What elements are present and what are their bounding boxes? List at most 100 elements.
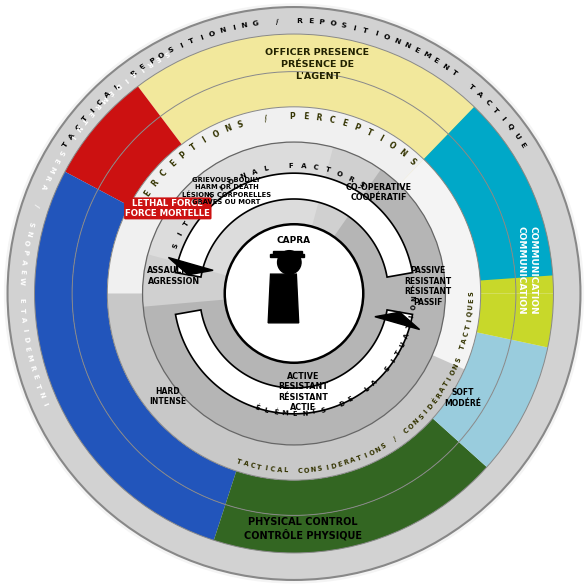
Text: PASSIVE
RESISTANT
RÉSISTANT
PASSIF: PASSIVE RESISTANT RÉSISTANT PASSIF bbox=[404, 266, 452, 306]
Text: E: E bbox=[31, 374, 38, 380]
Text: A: A bbox=[439, 386, 446, 394]
Text: A: A bbox=[242, 460, 249, 468]
Text: T: T bbox=[80, 116, 88, 124]
Text: É: É bbox=[273, 409, 278, 416]
Text: A: A bbox=[370, 379, 378, 387]
Text: E: E bbox=[303, 112, 309, 122]
Text: N: N bbox=[239, 172, 247, 180]
Text: A: A bbox=[39, 183, 47, 190]
Text: /: / bbox=[34, 203, 40, 207]
Text: C: C bbox=[463, 331, 470, 337]
Text: Q: Q bbox=[505, 123, 514, 131]
Circle shape bbox=[5, 4, 583, 583]
Polygon shape bbox=[214, 442, 487, 553]
Text: N: N bbox=[452, 363, 460, 370]
Text: N: N bbox=[38, 392, 45, 399]
Text: I: I bbox=[352, 25, 356, 31]
Text: N: N bbox=[25, 230, 32, 237]
Text: E: E bbox=[154, 54, 161, 62]
Text: D: D bbox=[426, 403, 435, 411]
Text: T: T bbox=[406, 323, 413, 329]
Polygon shape bbox=[459, 340, 548, 467]
Polygon shape bbox=[72, 190, 236, 504]
Text: N: N bbox=[223, 123, 233, 134]
Polygon shape bbox=[175, 173, 413, 277]
Text: U: U bbox=[512, 131, 520, 140]
Text: S: S bbox=[172, 242, 179, 249]
Text: R: R bbox=[296, 18, 303, 24]
Circle shape bbox=[225, 224, 363, 363]
Text: A: A bbox=[198, 200, 206, 208]
Text: ASSAULTIVE
AGRESSION: ASSAULTIVE AGRESSION bbox=[146, 266, 201, 286]
Text: T: T bbox=[312, 409, 317, 416]
Polygon shape bbox=[108, 107, 424, 294]
Text: G: G bbox=[252, 21, 259, 27]
Text: E: E bbox=[413, 46, 420, 54]
Text: M: M bbox=[422, 51, 431, 60]
Text: S: S bbox=[417, 413, 425, 421]
Text: I: I bbox=[373, 31, 378, 37]
Polygon shape bbox=[175, 310, 413, 414]
Text: E: E bbox=[24, 346, 31, 352]
Text: P: P bbox=[21, 249, 28, 255]
Polygon shape bbox=[168, 258, 213, 275]
Text: Q: Q bbox=[467, 311, 473, 317]
Text: L: L bbox=[363, 386, 370, 393]
Polygon shape bbox=[477, 294, 516, 340]
Polygon shape bbox=[225, 419, 459, 515]
Text: O: O bbox=[368, 449, 376, 457]
Text: P: P bbox=[148, 57, 156, 65]
Text: E: E bbox=[139, 63, 146, 71]
Text: A: A bbox=[462, 338, 469, 344]
Text: M: M bbox=[48, 164, 56, 174]
Polygon shape bbox=[65, 86, 161, 190]
Text: S: S bbox=[320, 407, 327, 414]
Text: T: T bbox=[208, 192, 215, 200]
Text: T: T bbox=[395, 349, 402, 356]
Text: T: T bbox=[325, 167, 331, 174]
Text: O: O bbox=[410, 304, 417, 311]
Text: M: M bbox=[282, 410, 289, 417]
Text: CAPRA: CAPRA bbox=[277, 236, 311, 245]
Text: E: E bbox=[337, 461, 343, 468]
Text: U: U bbox=[190, 210, 198, 218]
Polygon shape bbox=[375, 312, 420, 329]
Text: R: R bbox=[348, 175, 355, 183]
Text: A: A bbox=[129, 70, 137, 77]
Text: E: E bbox=[52, 157, 60, 164]
Text: O: O bbox=[336, 170, 343, 178]
Polygon shape bbox=[161, 72, 448, 159]
Polygon shape bbox=[8, 7, 580, 580]
Text: E: E bbox=[19, 269, 26, 274]
Polygon shape bbox=[448, 107, 553, 278]
Text: R: R bbox=[315, 113, 322, 123]
Text: É: É bbox=[254, 404, 260, 411]
Text: C: C bbox=[96, 98, 104, 106]
Text: P: P bbox=[353, 123, 361, 133]
Text: C: C bbox=[159, 168, 169, 178]
Text: E: E bbox=[86, 109, 94, 117]
Text: N: N bbox=[302, 410, 308, 417]
Text: C: C bbox=[270, 466, 275, 473]
Text: L: L bbox=[284, 467, 288, 474]
Text: I: I bbox=[122, 76, 128, 83]
Text: N: N bbox=[241, 22, 248, 29]
Text: I: I bbox=[377, 134, 384, 143]
Text: I: I bbox=[89, 107, 96, 113]
Text: T: T bbox=[362, 27, 368, 34]
Text: I: I bbox=[423, 409, 429, 415]
Text: F: F bbox=[289, 163, 293, 168]
Text: T: T bbox=[492, 106, 499, 114]
Text: S: S bbox=[168, 46, 175, 54]
Text: E: E bbox=[432, 57, 440, 65]
Text: T: T bbox=[19, 308, 25, 313]
Text: N: N bbox=[310, 467, 316, 473]
Text: R: R bbox=[343, 459, 350, 467]
Text: PHYSICAL CONTROL
CONTRÔLE PHYSIQUE: PHYSICAL CONTROL CONTRÔLE PHYSIQUE bbox=[244, 517, 362, 540]
Text: I: I bbox=[390, 359, 396, 364]
Text: I: I bbox=[500, 116, 506, 122]
Text: O: O bbox=[382, 33, 390, 41]
Text: L: L bbox=[263, 407, 269, 414]
Text: A: A bbox=[20, 259, 27, 265]
Text: O: O bbox=[23, 239, 30, 246]
